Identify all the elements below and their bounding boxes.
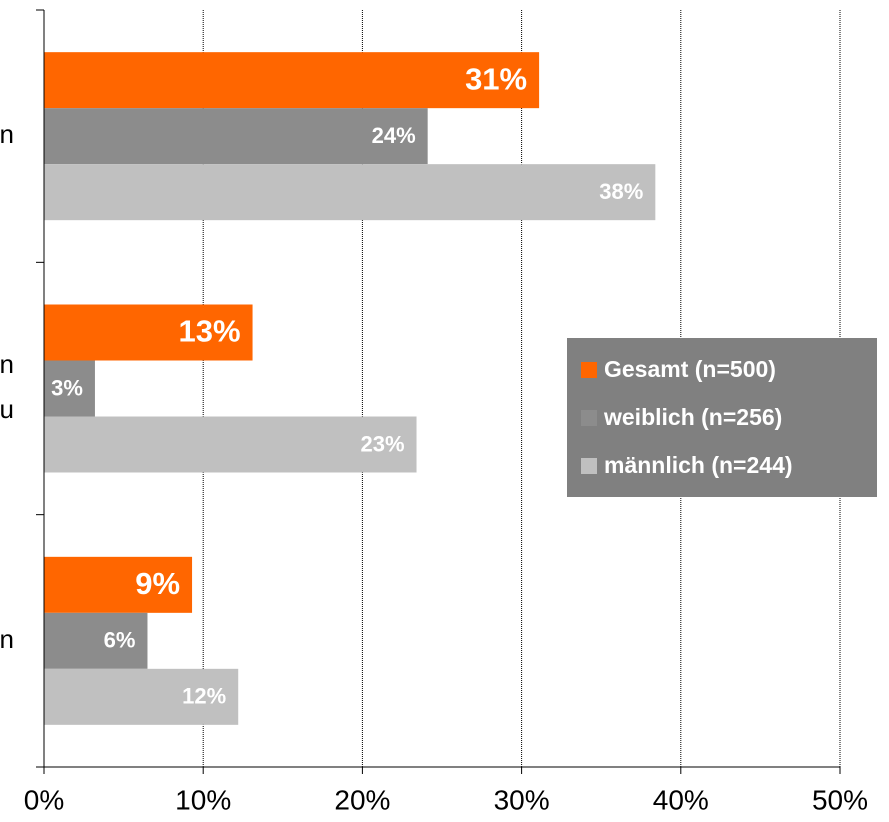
legend: Gesamt (n=500) weiblich (n=256) männlich (… xyxy=(567,338,877,497)
legend-label: männlich (n=244) xyxy=(604,452,793,478)
legend-label: Gesamt (n=500) xyxy=(604,356,776,382)
value-label: 3% xyxy=(51,375,83,400)
x-tick-label: 0% xyxy=(24,784,64,815)
bar xyxy=(44,304,253,361)
value-label: 23% xyxy=(360,431,404,456)
category-label: n xyxy=(0,624,14,654)
bar xyxy=(44,668,239,725)
value-label: 13% xyxy=(179,314,241,349)
bar xyxy=(44,416,417,473)
value-label: 9% xyxy=(135,566,180,601)
value-label: 38% xyxy=(599,179,643,204)
legend-box xyxy=(567,338,877,497)
legend-label: weiblich (n=256) xyxy=(603,404,782,430)
value-label: 31% xyxy=(465,61,527,96)
bar xyxy=(44,164,656,221)
value-label: 6% xyxy=(104,628,136,653)
x-tick-label: 40% xyxy=(653,784,709,815)
bar xyxy=(44,556,193,613)
bar xyxy=(44,52,540,109)
x-tick-label: 20% xyxy=(334,784,390,815)
value-label: 12% xyxy=(182,684,226,709)
value-label: 24% xyxy=(372,123,416,148)
x-tick-label: 50% xyxy=(812,784,868,815)
x-tick-label: 30% xyxy=(494,784,550,815)
legend-swatch xyxy=(581,362,597,378)
category-label: n xyxy=(0,119,14,149)
legend-swatch xyxy=(581,458,597,474)
bar xyxy=(44,612,148,669)
bar xyxy=(44,108,428,165)
x-tick-label: 10% xyxy=(175,784,231,815)
legend-swatch xyxy=(581,410,597,426)
bar xyxy=(44,360,95,417)
